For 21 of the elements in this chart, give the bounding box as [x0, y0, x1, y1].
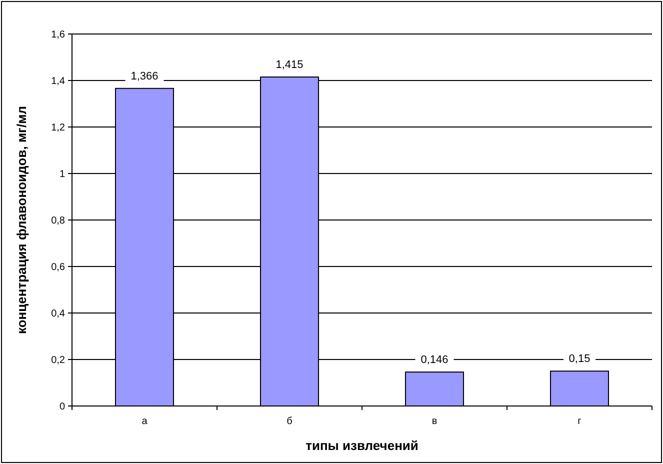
data-label: 1,415: [276, 59, 304, 72]
x-tick-label: а: [142, 416, 148, 427]
data-label: 1,366: [130, 70, 158, 82]
y-tick-label: 1,4: [51, 76, 66, 87]
y-tick-label: 0,8: [51, 216, 66, 226]
y-axis-title: концентрация флавоноидов, мг/мл: [14, 106, 29, 334]
y-tick-label: 0,2: [51, 355, 66, 366]
y-tick-label: 0: [59, 402, 66, 412]
bar: [405, 372, 464, 406]
x-axis-title: типы извлечений: [306, 438, 418, 453]
x-tick-label: г: [578, 416, 582, 427]
x-tick-label: б: [286, 416, 293, 427]
y-tick-label: 1,6: [51, 30, 66, 40]
y-tick-label: 0,6: [51, 262, 66, 273]
y-tick-label: 1: [59, 169, 66, 180]
bar: [550, 370, 609, 406]
data-label: 0,146: [420, 354, 448, 366]
x-tick-label: в: [432, 416, 438, 427]
y-tick-label: 1,2: [51, 122, 66, 134]
data-label: 0,15: [568, 353, 590, 366]
y-tick-label: 0,4: [51, 308, 66, 320]
